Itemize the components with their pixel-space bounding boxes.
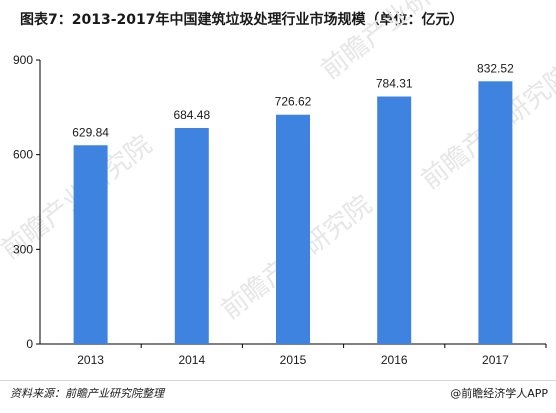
x-tick-label-2017: 2017 — [482, 353, 509, 367]
bar-2014 — [174, 128, 209, 344]
data-label-2014: 684.48 — [173, 108, 210, 122]
y-tick-label: 600 — [13, 148, 33, 162]
data-label-2013: 629.84 — [72, 125, 109, 139]
bar-2013 — [73, 145, 108, 344]
y-tick-label: 900 — [13, 53, 33, 67]
y-tick-label: 0 — [26, 337, 33, 351]
bar-2016 — [377, 96, 412, 344]
bar-chart: 前瞻产业研究院前瞻产业研究院前瞻产业研究院前瞻产业研究院030060090062… — [0, 0, 556, 367]
x-tick-label-2013: 2013 — [77, 353, 104, 367]
y-tick-label: 300 — [13, 242, 33, 256]
data-label-2016: 784.31 — [376, 77, 413, 91]
footer-divider — [0, 380, 556, 381]
data-label-2015: 726.62 — [275, 95, 312, 109]
x-tick-label-2016: 2016 — [381, 353, 408, 367]
source-note: 资料来源：前瞻产业研究院整理 — [10, 387, 164, 400]
data-label-2017: 832.52 — [477, 61, 514, 75]
watermark-text: 前瞻产业研究院 — [316, 0, 478, 86]
bar-2017 — [478, 81, 513, 344]
x-tick-label-2015: 2015 — [280, 353, 307, 367]
brand-credit: @前瞻经济学人APP — [450, 387, 548, 400]
chart-title: 图表7：2013-2017年中国建筑垃圾处理行业市场规模（单位：亿元） — [20, 12, 464, 28]
x-tick-label-2014: 2014 — [178, 353, 205, 367]
bar-2015 — [276, 114, 310, 344]
